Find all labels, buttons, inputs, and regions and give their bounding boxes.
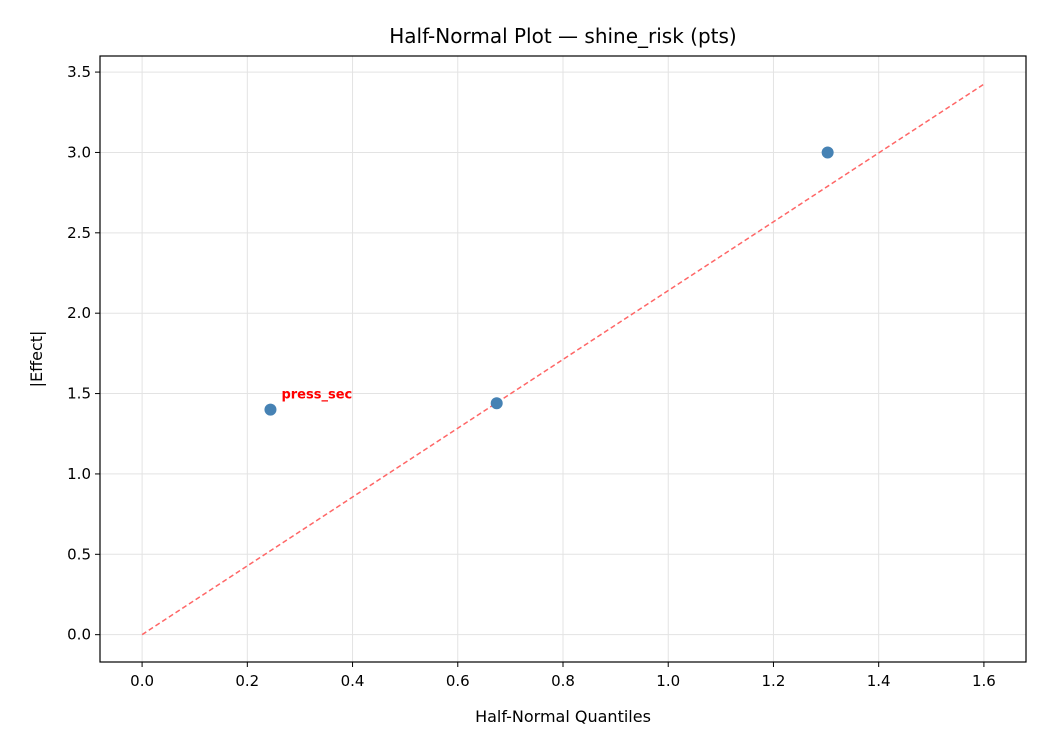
x-tick-label: 1.0 — [656, 672, 680, 690]
y-tick-label: 1.5 — [67, 385, 91, 403]
data-point — [490, 397, 503, 410]
y-tick-label: 2.0 — [67, 304, 91, 322]
data-point — [821, 146, 834, 159]
x-tick-label: 0.6 — [446, 672, 470, 690]
data-point — [264, 403, 277, 416]
y-tick-label: 0.0 — [67, 626, 91, 644]
x-tick-label: 1.4 — [867, 672, 891, 690]
x-tick-label: 0.0 — [130, 672, 154, 690]
y-tick-label: 2.5 — [67, 224, 91, 242]
y-axis-label: |Effect| — [27, 331, 46, 388]
point-annotation: press_sec — [281, 388, 352, 403]
x-tick-label: 1.6 — [972, 672, 996, 690]
ticks: 0.0 0.2 0.4 0.6 0.8 1.0 1.2 1.4 1.6 0.0 0.5 1.0 1.5 2… — [67, 63, 996, 690]
y-tick-label: 1.0 — [67, 465, 91, 483]
y-tick-label: 3.5 — [67, 63, 91, 81]
plot-frame — [99, 55, 1027, 663]
y-tick-label: 3.0 — [67, 143, 91, 161]
x-tick-label: 0.2 — [235, 672, 259, 690]
chart-title: Half-Normal Plot — shine_risk (pts) — [389, 24, 736, 48]
x-tick-label: 0.8 — [551, 672, 575, 690]
y-tick-label: 0.5 — [67, 545, 91, 563]
grid — [100, 56, 1026, 662]
marks: press_sec — [141, 83, 985, 636]
x-tick-label: 1.2 — [762, 672, 786, 690]
x-axis-label: Half-Normal Quantiles — [475, 707, 651, 726]
x-tick-label: 0.4 — [341, 672, 365, 690]
